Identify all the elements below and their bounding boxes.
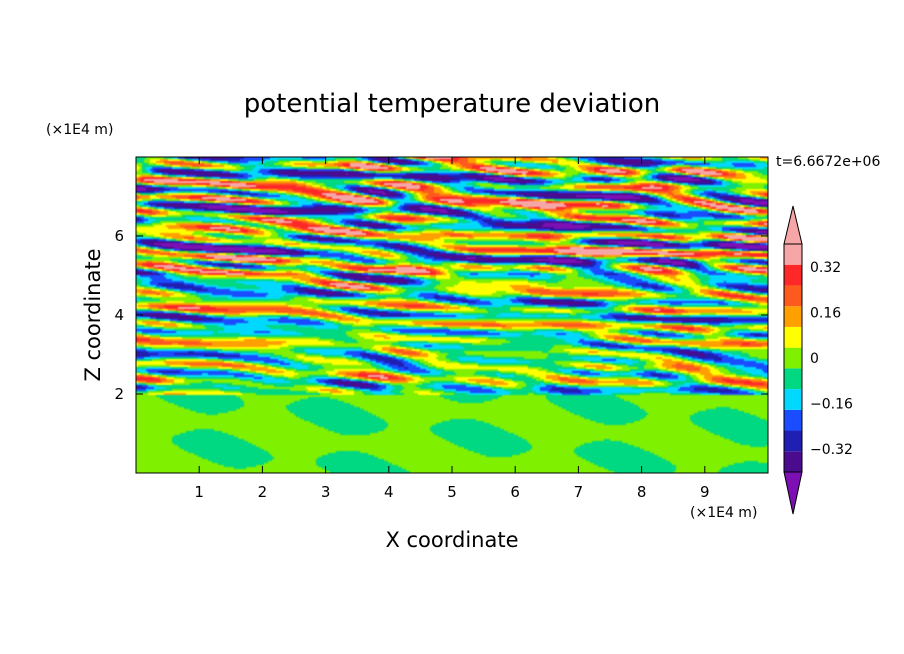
- colorbar-segment: [784, 244, 802, 265]
- y-tick-label: 4: [114, 306, 124, 324]
- x-axis-label: X coordinate: [385, 528, 518, 552]
- colorbar-segment: [784, 264, 802, 286]
- x-tick-label: 3: [321, 483, 331, 501]
- colorbar-segment: [784, 451, 802, 472]
- colorbar-tick-label: 0.16: [810, 305, 841, 321]
- x-tick-label: 1: [194, 483, 204, 501]
- y-axis-label: Z coordinate: [81, 248, 105, 381]
- plot-area: 1 2 3 4 5 6 7 8 9 2 4 6: [114, 156, 769, 501]
- temperature-field: [136, 157, 768, 473]
- x-tick-label: 9: [700, 483, 710, 501]
- y-axis-ticks: 2 4 6: [114, 227, 768, 403]
- x-tick-label: 6: [510, 483, 520, 501]
- x-tick-label: 2: [258, 483, 268, 501]
- y-unit-label: (×1E4 m): [46, 122, 113, 138]
- colorbar-segment: [784, 306, 802, 327]
- colorbar-segment: [784, 368, 802, 390]
- colorbar-frame: [783, 243, 803, 473]
- x-tick-label: 5: [447, 483, 457, 501]
- x-tick-label: 8: [637, 483, 647, 501]
- chart-title: potential temperature deviation: [244, 89, 660, 119]
- time-label: t=6.6672e+06: [776, 154, 880, 170]
- x-axis-ticks: 1 2 3 4 5 6 7 8 9: [194, 157, 710, 501]
- colorbar-segment: [784, 347, 802, 369]
- colorbar-segment: [784, 326, 802, 348]
- colorbar-over-arrow: [783, 205, 803, 245]
- y-tick-label: 2: [114, 385, 124, 403]
- colorbar-tick-labels: 0.32 0.16 0 −0.16 −0.32: [810, 260, 853, 458]
- colorbar-segment: [784, 285, 802, 307]
- colorbar-tick-label: −0.16: [810, 397, 853, 413]
- colorbar-tick-label: −0.32: [810, 442, 853, 458]
- y-tick-label: 6: [114, 227, 124, 245]
- colorbar-segment: [784, 430, 802, 452]
- field-raster: [136, 157, 768, 473]
- x-unit-label: (×1E4 m): [690, 505, 757, 521]
- colorbar-segment: [784, 409, 802, 431]
- colorbar-tick-label: 0: [810, 351, 819, 367]
- colorbar: [783, 205, 803, 515]
- colorbar-under-arrow: [783, 471, 803, 515]
- colorbar-tick-label: 0.32: [810, 260, 841, 276]
- colorbar-segment: [784, 389, 802, 410]
- x-tick-label: 4: [384, 483, 394, 501]
- x-tick-label: 7: [574, 483, 584, 501]
